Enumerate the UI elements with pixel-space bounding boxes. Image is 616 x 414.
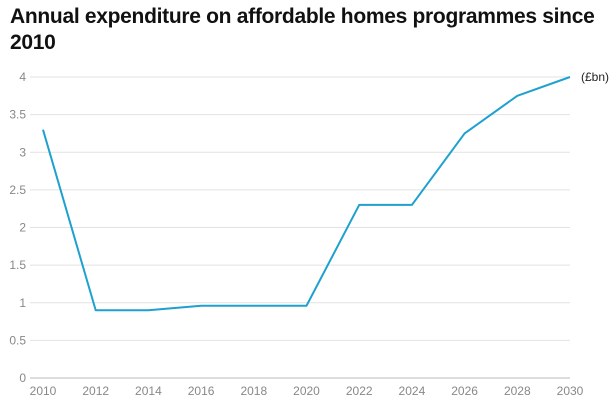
y-tick-label: 4 (19, 70, 26, 84)
chart-title: Annual expenditure on affordable homes p… (10, 5, 595, 54)
x-tick-label: 2020 (293, 384, 320, 398)
x-tick-label: 2028 (504, 384, 531, 398)
y-tick-label: 1 (19, 296, 26, 310)
x-tick-label: 2024 (399, 384, 426, 398)
y-tick-label: 3 (19, 145, 26, 159)
unit-label: (£bn) (581, 70, 609, 84)
series-line (42, 76, 571, 312)
y-tick-label: 2 (19, 221, 26, 235)
x-tick-label: 2012 (82, 384, 109, 398)
x-tick-label: 2026 (451, 384, 478, 398)
y-tick-label: 2.5 (9, 183, 26, 197)
y-tick-label: 0 (19, 371, 26, 385)
x-tick-label: 2010 (30, 384, 57, 398)
y-tick-label: 1.5 (9, 258, 26, 272)
x-tick-label: 2018 (240, 384, 267, 398)
x-tick-label: 2014 (135, 384, 162, 398)
x-tick-label: 2022 (346, 384, 373, 398)
x-tick-label: 2016 (188, 384, 215, 398)
y-tick-label: 3.5 (9, 108, 26, 122)
y-tick-label: 0.5 (9, 333, 26, 347)
x-tick-label: 2030 (557, 384, 584, 398)
